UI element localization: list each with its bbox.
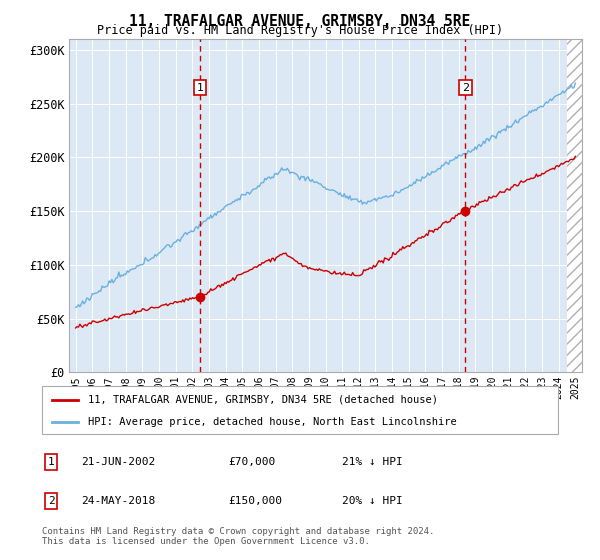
Text: HPI: Average price, detached house, North East Lincolnshire: HPI: Average price, detached house, Nort… — [88, 417, 457, 427]
Text: 24-MAY-2018: 24-MAY-2018 — [81, 496, 155, 506]
Text: £150,000: £150,000 — [228, 496, 282, 506]
Text: 1: 1 — [197, 82, 203, 92]
Text: 11, TRAFALGAR AVENUE, GRIMSBY, DN34 5RE (detached house): 11, TRAFALGAR AVENUE, GRIMSBY, DN34 5RE … — [88, 395, 439, 405]
Text: £70,000: £70,000 — [228, 457, 275, 467]
Text: Price paid vs. HM Land Registry's House Price Index (HPI): Price paid vs. HM Land Registry's House … — [97, 24, 503, 37]
Text: 11, TRAFALGAR AVENUE, GRIMSBY, DN34 5RE: 11, TRAFALGAR AVENUE, GRIMSBY, DN34 5RE — [130, 14, 470, 29]
FancyBboxPatch shape — [42, 386, 558, 434]
Text: 20% ↓ HPI: 20% ↓ HPI — [342, 496, 403, 506]
Text: 21% ↓ HPI: 21% ↓ HPI — [342, 457, 403, 467]
Text: 2: 2 — [461, 82, 469, 92]
Text: 1: 1 — [47, 457, 55, 467]
Bar — [567, 39, 584, 372]
Bar — [567, 39, 584, 372]
Text: Contains HM Land Registry data © Crown copyright and database right 2024.
This d: Contains HM Land Registry data © Crown c… — [42, 526, 434, 546]
Text: 21-JUN-2002: 21-JUN-2002 — [81, 457, 155, 467]
Text: 2: 2 — [47, 496, 55, 506]
